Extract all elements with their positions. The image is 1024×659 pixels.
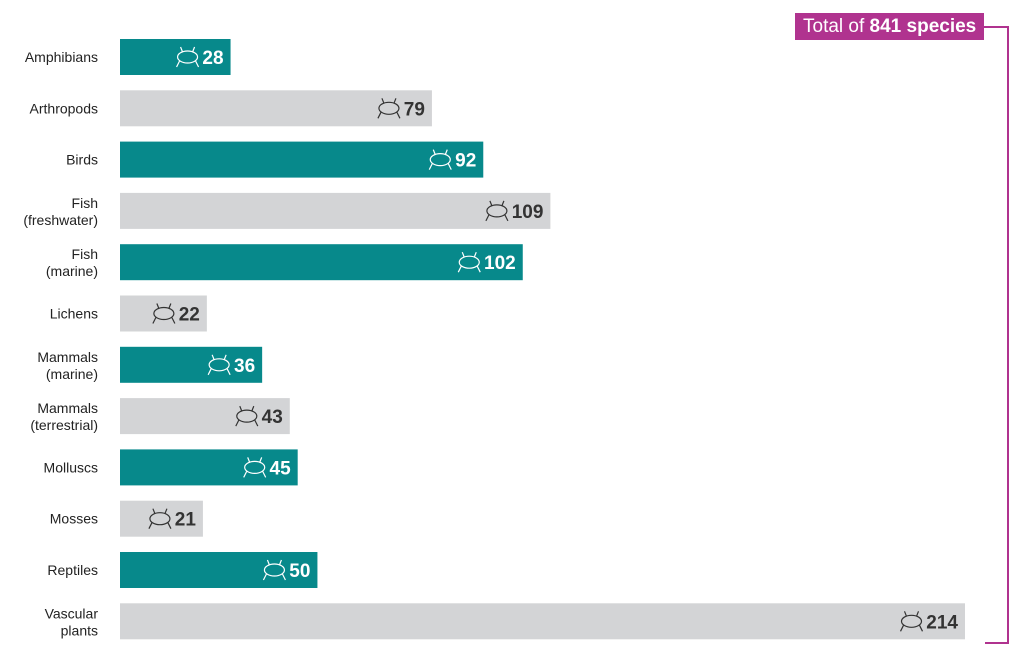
value-label: 102 bbox=[484, 253, 516, 274]
bar bbox=[120, 449, 298, 486]
bar bbox=[120, 603, 965, 640]
category-label: Mosses bbox=[50, 511, 98, 527]
value-label: 28 bbox=[202, 48, 223, 69]
duck-icon bbox=[428, 149, 452, 170]
bar bbox=[120, 244, 523, 281]
value-label: 45 bbox=[270, 458, 292, 479]
bar-row: Molluscs 45 bbox=[44, 449, 298, 486]
bar bbox=[120, 141, 484, 178]
value-label: 92 bbox=[455, 151, 476, 172]
category-label: Fish (marine) bbox=[46, 246, 98, 279]
fern-icon bbox=[899, 611, 924, 632]
shell-icon bbox=[243, 457, 267, 478]
bar-row: Amphibians 28 bbox=[25, 39, 231, 75]
bar bbox=[120, 90, 432, 127]
moss-icon bbox=[148, 508, 172, 529]
value-label: 21 bbox=[175, 510, 197, 531]
bar-row: Mammals (marine) 36 bbox=[37, 346, 263, 383]
value-label: 43 bbox=[262, 407, 283, 428]
value-label: 50 bbox=[289, 561, 310, 582]
category-label: Lichens bbox=[50, 306, 98, 322]
value-label: 109 bbox=[512, 202, 544, 223]
bar-row: Arthropods 79 bbox=[30, 90, 432, 127]
total-bracket bbox=[982, 26, 1009, 644]
fish-icon bbox=[485, 200, 509, 222]
bar bbox=[120, 192, 551, 229]
value-label: 36 bbox=[234, 356, 255, 377]
bar bbox=[120, 39, 231, 75]
bar bbox=[120, 398, 290, 435]
frog-icon bbox=[176, 46, 200, 68]
shark-icon bbox=[457, 251, 481, 273]
value-label: 79 bbox=[404, 99, 425, 120]
bar-row: Mammals (terrestrial) 43 bbox=[30, 398, 290, 435]
deer-icon bbox=[235, 405, 259, 427]
category-label: Mammals (terrestrial) bbox=[30, 400, 98, 433]
value-label: 22 bbox=[179, 305, 200, 326]
category-label: Birds bbox=[66, 152, 98, 168]
bar-row: Birds 92 bbox=[66, 141, 484, 178]
bar-row: Reptiles 50 bbox=[47, 552, 318, 588]
bar bbox=[120, 346, 263, 383]
snake-icon bbox=[262, 559, 286, 581]
bar-row: Mosses 21 bbox=[50, 500, 203, 537]
category-label: Fish (freshwater) bbox=[23, 195, 98, 228]
total-prefix: Total of bbox=[803, 16, 870, 37]
lichen-icon bbox=[152, 303, 176, 324]
bar-row: Vascular plants 214 bbox=[45, 603, 965, 640]
value-label: 214 bbox=[926, 612, 958, 633]
bar-row: Lichens 22 bbox=[50, 295, 207, 332]
bar-row: Fish (freshwater) 109 bbox=[23, 192, 551, 229]
total-annotation: Total of 841 species bbox=[795, 13, 985, 40]
bar bbox=[120, 552, 318, 588]
category-label: Amphibians bbox=[25, 49, 98, 65]
bar bbox=[120, 500, 203, 537]
bar-row: Fish (marine) 102 bbox=[46, 244, 523, 281]
category-label: Molluscs bbox=[44, 459, 98, 475]
crab-icon bbox=[377, 98, 401, 119]
category-label: Mammals (marine) bbox=[37, 349, 98, 382]
category-label: Reptiles bbox=[47, 562, 98, 578]
category-label: Vascular plants bbox=[45, 605, 99, 638]
total-value: 841 species bbox=[869, 16, 977, 37]
bar bbox=[120, 295, 207, 332]
whale-icon bbox=[207, 354, 231, 376]
category-label: Arthropods bbox=[30, 100, 98, 116]
